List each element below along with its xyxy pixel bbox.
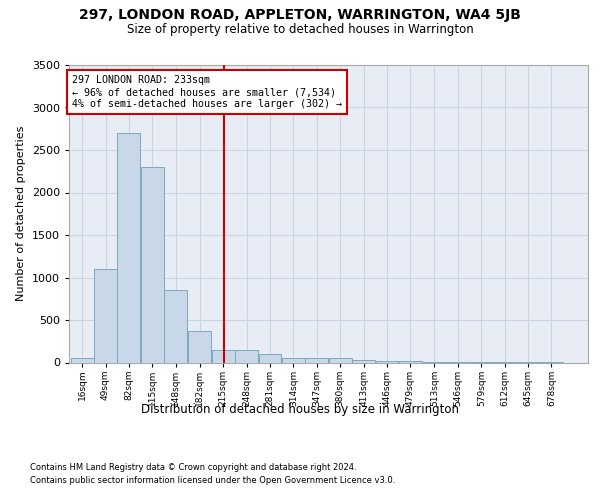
Y-axis label: Number of detached properties: Number of detached properties	[16, 126, 26, 302]
Text: Contains HM Land Registry data © Crown copyright and database right 2024.: Contains HM Land Registry data © Crown c…	[30, 462, 356, 471]
Bar	[188, 330, 211, 362]
Text: Size of property relative to detached houses in Warrington: Size of property relative to detached ho…	[127, 22, 473, 36]
Bar	[399, 361, 422, 362]
Bar	[164, 290, 187, 362]
Bar	[141, 167, 164, 362]
Bar	[212, 350, 235, 362]
Text: 297, LONDON ROAD, APPLETON, WARRINGTON, WA4 5JB: 297, LONDON ROAD, APPLETON, WARRINGTON, …	[79, 8, 521, 22]
Bar	[259, 354, 281, 362]
Bar	[376, 361, 398, 362]
Bar	[71, 358, 94, 362]
Text: Contains public sector information licensed under the Open Government Licence v3: Contains public sector information licen…	[30, 476, 395, 485]
Text: 297 LONDON ROAD: 233sqm
← 96% of detached houses are smaller (7,534)
4% of semi-: 297 LONDON ROAD: 233sqm ← 96% of detache…	[72, 76, 342, 108]
Bar	[305, 358, 328, 362]
Bar	[235, 350, 258, 362]
Bar	[352, 360, 375, 362]
Bar	[329, 358, 352, 362]
Bar	[282, 358, 305, 362]
Bar	[118, 133, 140, 362]
Bar	[94, 269, 117, 362]
Text: Distribution of detached houses by size in Warrington: Distribution of detached houses by size …	[141, 402, 459, 415]
